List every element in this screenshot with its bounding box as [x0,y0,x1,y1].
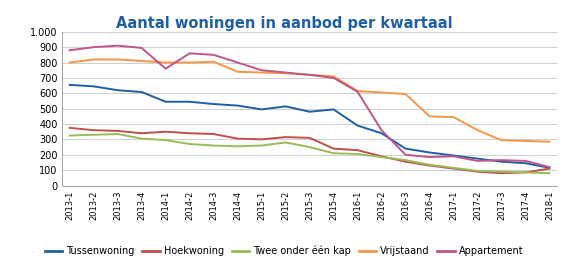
Legend: Tussenwoning, Hoekwoning, Twee onder één kap, Vrijstaand, Appartement: Tussenwoning, Hoekwoning, Twee onder één… [41,242,527,260]
Text: Aantal woningen in aanbod per kwartaal: Aantal woningen in aanbod per kwartaal [116,16,452,31]
